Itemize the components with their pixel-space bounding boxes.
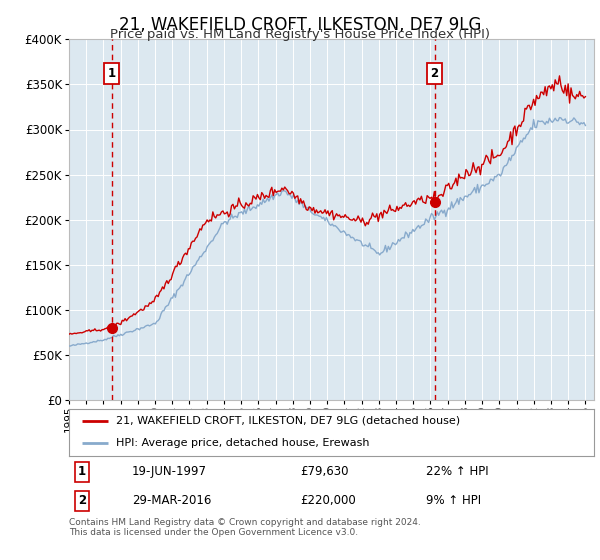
Text: Contains HM Land Registry data © Crown copyright and database right 2024.: Contains HM Land Registry data © Crown c… <box>69 518 421 527</box>
Text: 21, WAKEFIELD CROFT, ILKESTON, DE7 9LG: 21, WAKEFIELD CROFT, ILKESTON, DE7 9LG <box>119 16 481 34</box>
Text: 1: 1 <box>78 465 86 478</box>
Text: 2: 2 <box>431 67 439 80</box>
Text: 29-MAR-2016: 29-MAR-2016 <box>132 494 211 507</box>
Text: £220,000: £220,000 <box>300 494 356 507</box>
Text: This data is licensed under the Open Government Licence v3.0.: This data is licensed under the Open Gov… <box>69 528 358 536</box>
Text: 1: 1 <box>107 67 116 80</box>
Text: 9% ↑ HPI: 9% ↑ HPI <box>426 494 481 507</box>
Text: HPI: Average price, detached house, Erewash: HPI: Average price, detached house, Erew… <box>116 438 370 448</box>
Text: £79,630: £79,630 <box>300 465 349 478</box>
Text: 2: 2 <box>78 494 86 507</box>
Text: 22% ↑ HPI: 22% ↑ HPI <box>426 465 488 478</box>
Text: 19-JUN-1997: 19-JUN-1997 <box>132 465 207 478</box>
Text: Price paid vs. HM Land Registry's House Price Index (HPI): Price paid vs. HM Land Registry's House … <box>110 28 490 41</box>
Text: 21, WAKEFIELD CROFT, ILKESTON, DE7 9LG (detached house): 21, WAKEFIELD CROFT, ILKESTON, DE7 9LG (… <box>116 416 460 426</box>
